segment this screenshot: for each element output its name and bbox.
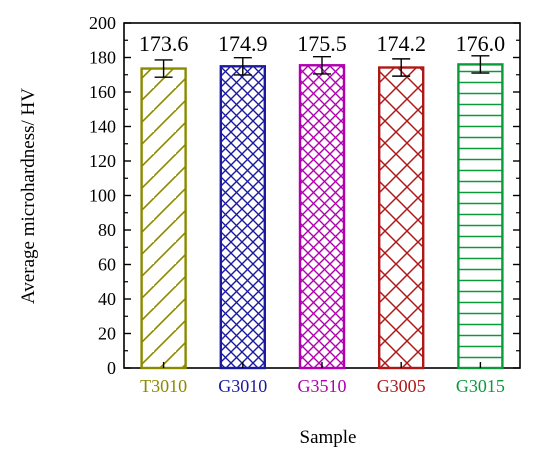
bars-layer — [140, 63, 504, 370]
y-tick-label: 20 — [98, 324, 116, 344]
y-tick-label: 0 — [107, 358, 116, 378]
value-label-g3005: 174.2 — [376, 31, 426, 56]
x-axis-title: Sample — [300, 427, 357, 448]
x-tick-label-g3015: G3015 — [456, 376, 505, 396]
y-tick-label: 160 — [89, 82, 116, 102]
x-tick-label-g3510: G3510 — [298, 376, 347, 396]
bar-t3010 — [140, 67, 187, 370]
error-bars-layer — [154, 55, 490, 78]
value-label-t3010: 173.6 — [139, 31, 189, 56]
x-tick-label-g3010: G3010 — [218, 376, 267, 396]
y-tick-label: 60 — [98, 255, 116, 275]
x-tick-label-t3010: T3010 — [140, 376, 187, 396]
y-tick-label: 120 — [89, 151, 116, 171]
y-axis-title: Average microhardness/ HV — [18, 88, 39, 304]
y-tick-label: 80 — [98, 220, 116, 240]
y-tick-label: 200 — [89, 13, 116, 33]
bar-g3015 — [457, 63, 504, 370]
value-label-g3010: 174.9 — [218, 31, 268, 56]
y-axis: 0 20 40 60 80 100 120 140 160 180 200 — [89, 13, 520, 378]
y-tick-label: 180 — [89, 48, 116, 68]
y-tick-label: 100 — [89, 186, 116, 206]
y-tick-label: 40 — [98, 289, 116, 309]
bar-g3510 — [298, 64, 346, 370]
value-label-g3015: 176.0 — [456, 31, 506, 56]
bar-g3005 — [378, 66, 425, 370]
x-axis: T3010 G3010 G3510 G3005 G3015 — [140, 362, 505, 396]
value-labels-layer: 173.6 174.9 175.5 174.2 176.0 — [139, 31, 505, 56]
value-label-g3510: 175.5 — [297, 31, 347, 56]
y-tick-label: 140 — [89, 117, 116, 137]
bar-g3010 — [219, 65, 267, 370]
x-tick-label-g3005: G3005 — [377, 376, 426, 396]
